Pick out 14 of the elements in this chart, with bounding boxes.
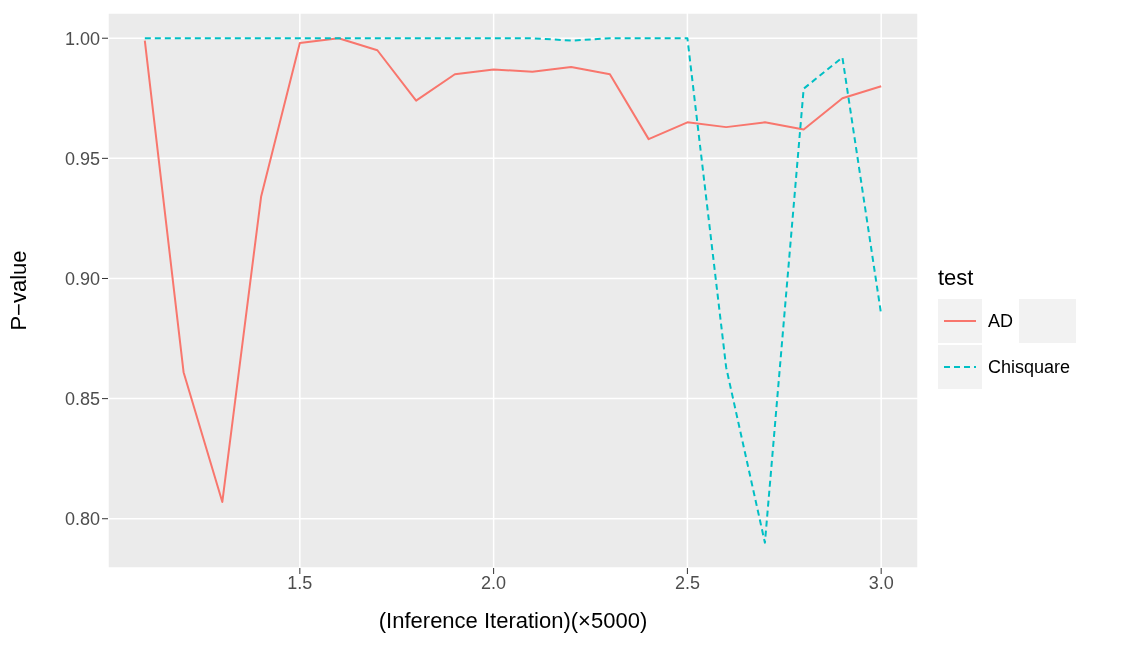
legend-label: Chisquare: [982, 345, 1077, 389]
x-axis-title: (Inference Iteration)(×5000): [378, 608, 648, 633]
legend-title: test: [938, 265, 975, 291]
y-tick-label: 0.80: [64, 509, 100, 530]
x-tick-label: 2.5: [674, 572, 700, 593]
y-tick-label: 0.95: [64, 148, 100, 169]
y-axis-title: P−value: [5, 250, 31, 331]
y-tick-label: 0.90: [64, 268, 100, 289]
y-tick-label: 0.85: [64, 389, 100, 410]
legend-label: AD: [982, 299, 1020, 343]
x-tick-label: 3.0: [868, 572, 894, 593]
y-tick-label: 1.00: [64, 28, 100, 49]
x-tick-label: 2.0: [481, 572, 507, 593]
x-tick-label: 1.5: [287, 572, 313, 593]
